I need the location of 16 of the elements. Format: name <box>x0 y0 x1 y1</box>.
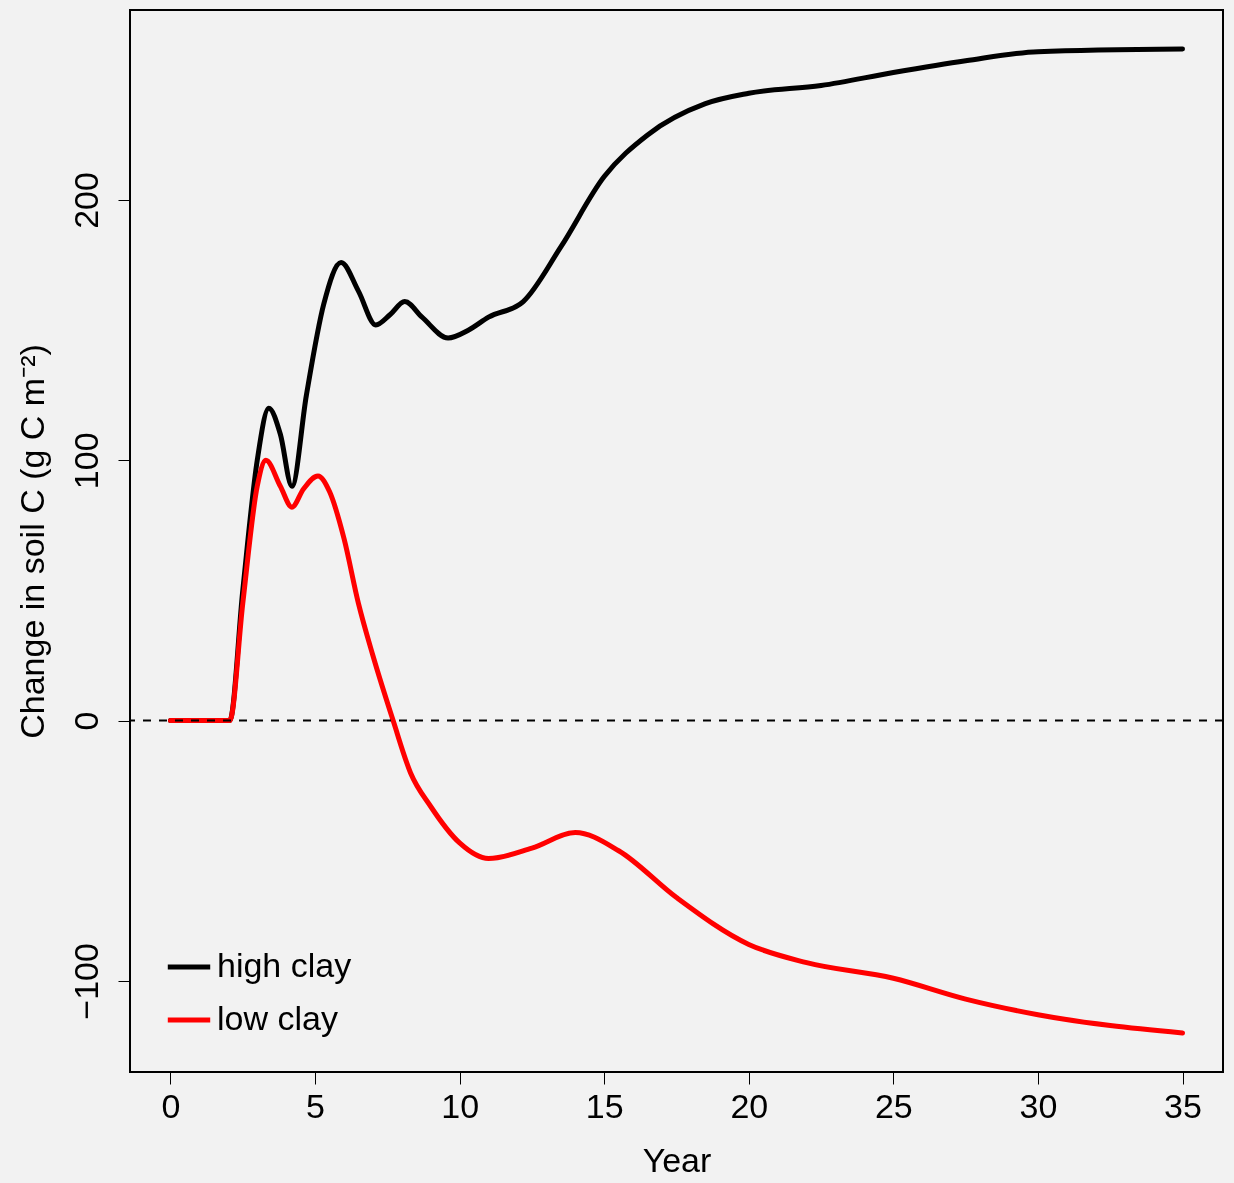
legend-label: low clay <box>217 999 338 1037</box>
x-tick-label: 25 <box>874 1086 913 1125</box>
x-tick-label: 30 <box>1019 1086 1058 1125</box>
x-tick-label: 5 <box>306 1086 326 1125</box>
legend-label: high clay <box>217 946 352 984</box>
x-tick-label: 0 <box>161 1086 181 1125</box>
x-tick-label: 35 <box>1164 1086 1202 1125</box>
x-tick-label: 20 <box>730 1086 769 1125</box>
y-tick-label: −100 <box>66 943 105 1020</box>
y-tick-label: 0 <box>66 711 105 731</box>
x-tick-label: 15 <box>585 1086 624 1125</box>
y-axis-title: Change in soil C (g C m⁻²) <box>12 344 51 739</box>
y-tick-label: 100 <box>66 432 105 490</box>
x-tick-label: 10 <box>441 1086 480 1125</box>
x-axis-title: Year <box>642 1140 712 1179</box>
y-tick-label: 200 <box>66 172 105 229</box>
